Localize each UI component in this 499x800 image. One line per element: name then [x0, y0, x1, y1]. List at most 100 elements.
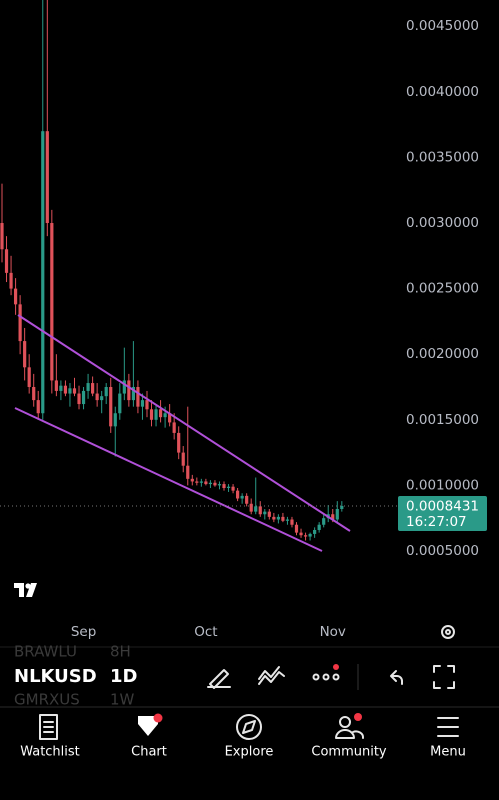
candle-body — [281, 516, 285, 521]
candle-body — [308, 533, 312, 537]
tradingview-logo — [14, 583, 37, 597]
prev-symbol: BRAWLU — [14, 643, 77, 661]
y-tick-label: 0.0020000 — [406, 346, 479, 362]
watchlist-icon[interactable] — [39, 714, 58, 740]
candle-body — [258, 506, 262, 515]
candle-body — [267, 511, 271, 517]
draw-icon[interactable] — [207, 669, 231, 689]
y-tick-label: 0.0010000 — [406, 477, 479, 493]
nav-label[interactable]: Explore — [225, 745, 274, 760]
explore-icon[interactable] — [236, 714, 262, 740]
y-tick-label: 0.0005000 — [406, 543, 479, 559]
chart-icon[interactable] — [138, 713, 163, 737]
price-label: 0.0008431 — [406, 498, 479, 514]
candle-body — [322, 518, 326, 525]
candle-body — [186, 465, 190, 479]
candle-body — [86, 383, 90, 391]
nav-label[interactable]: Menu — [430, 745, 466, 760]
trend-icon[interactable] — [258, 666, 285, 685]
candle-body — [4, 249, 9, 273]
y-tick-label: 0.0045000 — [406, 18, 479, 34]
settings-icon[interactable] — [441, 625, 455, 639]
candle-body — [77, 393, 81, 405]
candle-body — [195, 481, 199, 483]
candle-body — [50, 223, 54, 381]
candle-body — [41, 131, 45, 414]
candle-body — [299, 532, 303, 536]
nav-label[interactable]: Watchlist — [20, 745, 80, 760]
candle-body — [59, 385, 63, 391]
candle-body — [136, 386, 140, 407]
candle-body — [231, 486, 235, 491]
candle-body — [104, 386, 108, 397]
nav-label[interactable]: Community — [311, 745, 387, 760]
y-tick-label: 0.0040000 — [406, 84, 479, 100]
candle-body — [190, 478, 194, 482]
more-icon[interactable] — [312, 664, 340, 681]
candle-body — [81, 390, 86, 405]
candle-body — [254, 506, 258, 512]
symbol[interactable]: NLKUSD — [14, 666, 97, 687]
candle-body — [109, 386, 113, 427]
interval[interactable]: 1D — [110, 666, 137, 687]
candle-body — [172, 422, 176, 433]
candle-body — [23, 341, 27, 368]
candle-body — [303, 535, 308, 537]
candle-body — [240, 495, 244, 499]
plot-area — [0, 0, 344, 541]
candle-body — [122, 380, 126, 394]
candle-body — [317, 524, 321, 530]
candle-body — [213, 482, 217, 486]
candle-body — [154, 409, 158, 420]
next-symbol: GMRXUS — [14, 691, 80, 709]
candle-body — [13, 288, 18, 305]
candle-body — [285, 519, 290, 521]
candle-body — [9, 272, 13, 289]
price-label-box — [398, 495, 487, 531]
candle-body — [100, 396, 104, 401]
candle-body — [204, 481, 208, 485]
next-interval: 1W — [110, 691, 135, 709]
candle-body — [294, 524, 299, 533]
candle-body — [131, 386, 135, 401]
candle-body — [54, 380, 58, 391]
candle-body — [263, 511, 267, 515]
candle-body — [91, 383, 95, 394]
candle-body — [127, 380, 131, 401]
candle-body — [340, 505, 344, 510]
candle-body — [272, 516, 276, 520]
candle-body — [27, 367, 31, 387]
candle-body — [149, 409, 154, 420]
candle-body — [113, 413, 117, 427]
trend-line — [17, 314, 351, 532]
trend-line — [14, 407, 323, 552]
candle-body — [32, 386, 36, 401]
candle-body — [45, 131, 49, 224]
candle-body — [140, 400, 145, 407]
y-tick-label: 0.0025000 — [406, 281, 479, 297]
y-tick-label: 0.0030000 — [406, 215, 479, 231]
candle-body — [199, 481, 203, 483]
candle-body — [226, 486, 231, 489]
candle-body — [217, 484, 222, 486]
candle-body — [313, 529, 317, 534]
candle-body — [208, 482, 213, 485]
candle-body — [158, 409, 163, 418]
x-tick-label: Nov — [320, 624, 346, 640]
community-icon[interactable] — [335, 713, 364, 739]
y-tick-label: 0.0035000 — [406, 149, 479, 165]
undo-icon[interactable] — [390, 670, 403, 685]
candle-body — [145, 400, 149, 410]
candle-body — [245, 495, 249, 504]
nav-label[interactable]: Chart — [131, 745, 167, 760]
candle-body — [331, 514, 335, 520]
x-tick-label: Sep — [71, 624, 96, 640]
fullscreen-icon[interactable] — [433, 665, 455, 689]
menu-icon[interactable] — [437, 717, 459, 737]
candle-body — [95, 393, 99, 401]
candle-body — [181, 452, 185, 466]
candle-body — [163, 413, 167, 418]
candle-body — [335, 509, 339, 520]
candle-body — [290, 519, 294, 525]
